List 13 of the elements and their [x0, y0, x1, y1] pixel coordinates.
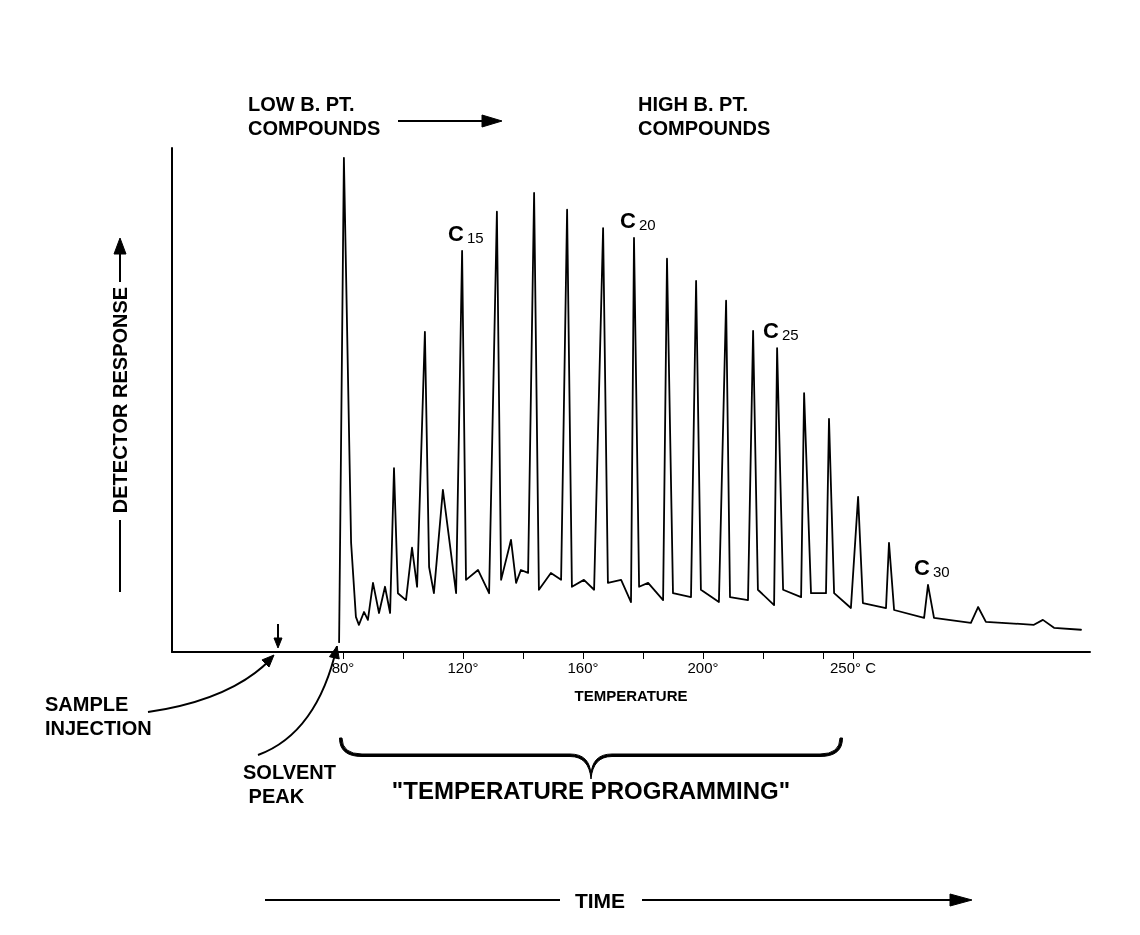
text: HIGH B. PT. COMPOUNDS	[638, 93, 771, 139]
text: SAMPLE INJECTION	[45, 693, 152, 739]
x-tick-label: 80°	[331, 659, 355, 676]
x-tick-label: 120°	[447, 659, 479, 676]
x-tick-label: 160°	[567, 659, 599, 676]
x-tick-label: 200°	[687, 659, 719, 676]
text: TIME	[574, 888, 626, 912]
text: "TEMPERATURE PROGRAMMING"	[391, 776, 791, 804]
annotation: SOLVENT PEAK	[243, 761, 336, 807]
y-axis-title: DETECTOR RESPONSE	[109, 286, 131, 514]
text: LOW B. PT. COMPOUNDS	[248, 93, 381, 139]
x-axis-title: TEMPERATURE	[574, 687, 688, 704]
x-tick-label: 250° C	[829, 659, 877, 676]
